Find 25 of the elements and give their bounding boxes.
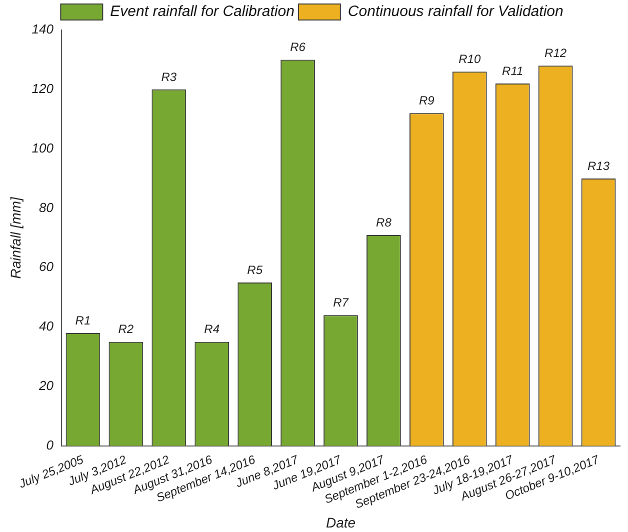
y-tick-label: 120	[32, 81, 54, 96]
data-label: R3	[161, 70, 177, 84]
legend-label: Continuous rainfall for Validation	[348, 3, 564, 20]
data-label: R8	[376, 215, 392, 230]
y-tick-label: 60	[39, 259, 54, 274]
y-tick-label: 40	[39, 318, 54, 334]
x-axis-title: Date	[326, 514, 356, 530]
data-label: R7	[333, 296, 350, 310]
y-tick-label: 140	[32, 22, 54, 37]
data-label: R1	[75, 313, 91, 328]
y-axis-title: Rainfall [mm]	[7, 196, 24, 279]
data-label: R4	[204, 322, 220, 336]
data-label: R6	[290, 40, 306, 54]
data-label: R11	[502, 64, 524, 78]
y-tick-label: 100	[32, 140, 54, 156]
data-label: R9	[419, 94, 435, 108]
y-tick-label: 20	[38, 378, 54, 394]
legend-label: Event rainfall for Calibration	[110, 3, 294, 20]
data-label: R12	[544, 46, 567, 60]
y-tick-label: 0	[46, 437, 54, 452]
data-label: R5	[247, 262, 263, 277]
data-label: R2	[118, 322, 134, 336]
data-label: R13	[588, 158, 610, 173]
data-label: R10	[458, 52, 481, 66]
y-tick-label: 80	[39, 200, 54, 215]
